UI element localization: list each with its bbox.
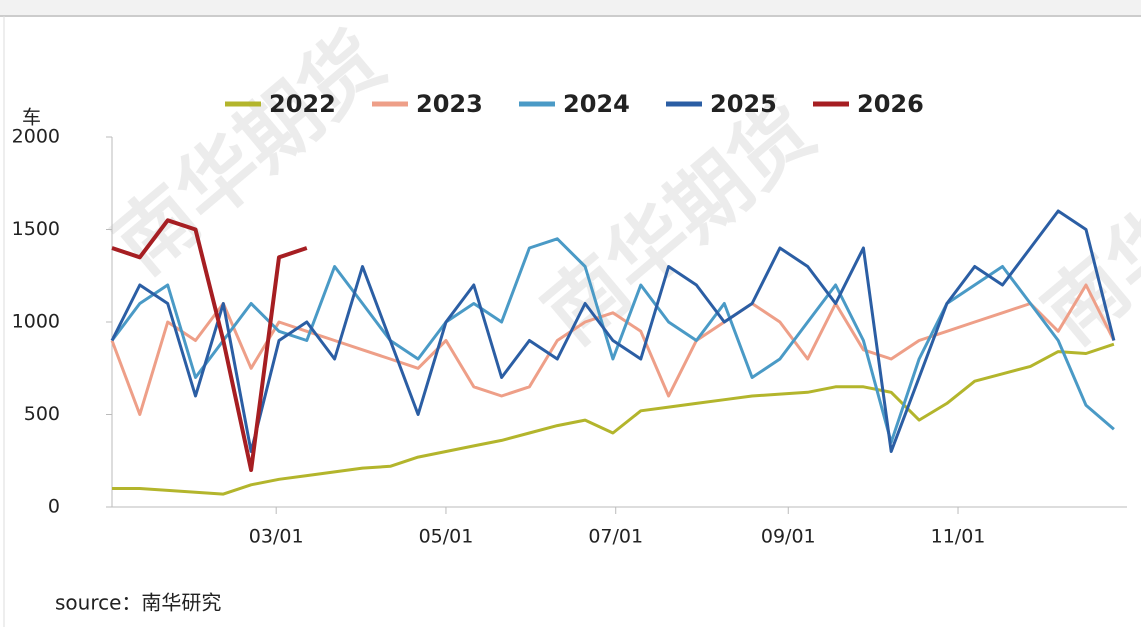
x-tick-label: 09/01 xyxy=(761,526,816,548)
x-tick-label: 05/01 xyxy=(419,526,474,548)
series-line xyxy=(110,209,1116,453)
legend-label: 2024 xyxy=(563,90,630,118)
y-tick-label: 1000 xyxy=(12,311,60,333)
x-tick-label: 11/01 xyxy=(931,526,986,548)
series-line xyxy=(112,342,1115,496)
legend-label: 2023 xyxy=(416,90,483,118)
source: source：南华研究 xyxy=(55,591,221,615)
legend-label: 2025 xyxy=(710,90,777,118)
y-tick-label: 1500 xyxy=(12,218,60,240)
top-bar xyxy=(0,0,1141,16)
y-tick-label: 0 xyxy=(48,496,60,518)
series-line xyxy=(110,283,1116,416)
x-tick-label: 03/01 xyxy=(249,526,304,548)
y-axis-label: 车 xyxy=(22,107,41,129)
legend-label: 2022 xyxy=(269,90,336,118)
series-line xyxy=(111,218,308,472)
y-tick-label: 2000 xyxy=(12,126,60,148)
x-tick-label: 07/01 xyxy=(588,526,643,548)
y-tick-label: 500 xyxy=(24,403,60,425)
legend-label: 2026 xyxy=(857,90,924,118)
